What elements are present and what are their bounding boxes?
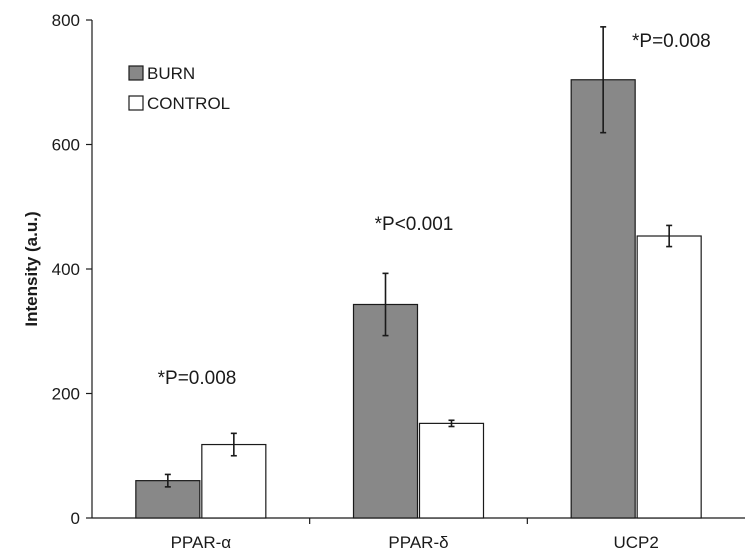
- x-tick-label: PPAR-δ: [388, 533, 448, 552]
- p-value-annotation: *P<0.001: [375, 214, 454, 235]
- x-axis: PPAR-α PPAR-δ UCP2: [92, 517, 745, 552]
- legend: BURN CONTROL: [128, 64, 230, 113]
- y-tick-label: 200: [52, 385, 80, 404]
- bar-burn-1: [352, 303, 419, 519]
- y-tick-label: 0: [71, 509, 80, 528]
- bars: [135, 79, 702, 519]
- legend-label-control: CONTROL: [147, 94, 230, 113]
- y-axis-title: Intensity (a.u.): [22, 211, 41, 326]
- bar-control-1: [418, 422, 485, 519]
- y-tick-label: 600: [52, 136, 80, 155]
- legend-swatch-control: [128, 95, 144, 111]
- y-tick-label: 800: [52, 11, 80, 30]
- bar-control-2: [636, 235, 702, 519]
- x-tick-label: PPAR-α: [171, 533, 232, 552]
- error-bars: [164, 26, 673, 488]
- x-tick-label: UCP2: [613, 533, 658, 552]
- y-axis: 0 200 400 600 800 Intensity (a.u.): [22, 11, 93, 528]
- legend-label-burn: BURN: [147, 64, 195, 83]
- bar-control-0: [201, 443, 267, 519]
- legend-swatch-burn: [128, 65, 144, 81]
- annotations: *P=0.008 *P<0.001 *P=0.008: [158, 31, 711, 389]
- p-value-annotation: *P=0.008: [632, 31, 711, 52]
- y-tick-label: 400: [52, 260, 80, 279]
- p-value-annotation: *P=0.008: [158, 368, 237, 389]
- bar-burn-2: [570, 79, 636, 519]
